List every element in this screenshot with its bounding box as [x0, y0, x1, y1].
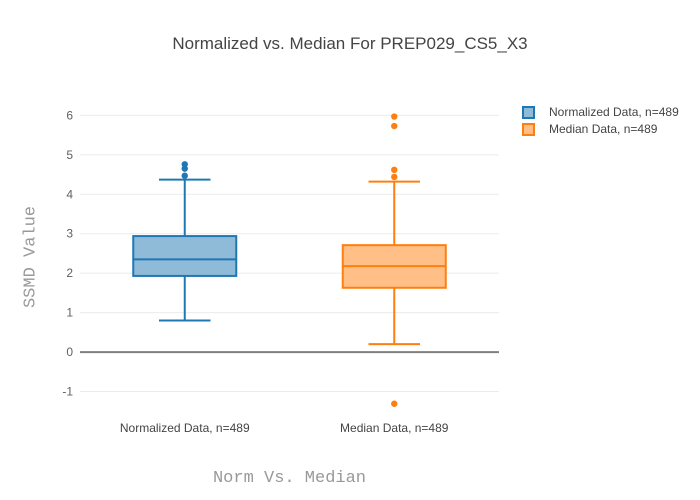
legend-label-normalized: Normalized Data, n=489 [549, 105, 679, 119]
legend-swatch-median-icon [522, 122, 535, 136]
outlier-point[interactable] [391, 113, 398, 120]
y-tick-label: 2 [66, 266, 73, 280]
y-tick-label: -1 [62, 385, 73, 399]
legend-label-median: Median Data, n=489 [549, 122, 658, 136]
y-tick-label: 3 [66, 227, 73, 241]
y-tick-label: 4 [66, 187, 73, 201]
y-tick-label: 6 [66, 108, 73, 122]
outlier-point[interactable] [391, 400, 398, 407]
chart-title: Normalized vs. Median For PREP029_CS5_X3 [172, 34, 528, 53]
box-trace-median[interactable] [341, 113, 447, 407]
legend-item-median[interactable]: Median Data, n=489 [522, 122, 679, 136]
outlier-point[interactable] [391, 122, 398, 130]
x-tick-label: Normalized Data, n=489 [120, 421, 250, 435]
box-trace-normalized[interactable] [132, 161, 238, 322]
x-axis-title: Norm Vs. Median [212, 469, 367, 488]
y-axis-title: SSMD Value [21, 205, 41, 309]
legend-swatch-normalized-icon [522, 105, 535, 119]
y-tick-label: 0 [66, 345, 73, 359]
outlier-point[interactable] [181, 172, 188, 179]
legend: Normalized Data, n=489 Median Data, n=48… [522, 105, 679, 136]
y-tick-label: 1 [66, 306, 73, 320]
iqr-box[interactable] [132, 235, 238, 277]
outlier-point[interactable] [391, 166, 398, 174]
outlier-point[interactable] [181, 165, 188, 172]
outlier-point[interactable] [391, 173, 398, 181]
y-tick-label: 5 [66, 148, 73, 162]
x-tick-label: Median Data, n=489 [340, 421, 449, 435]
legend-item-normalized[interactable]: Normalized Data, n=489 [522, 105, 679, 119]
